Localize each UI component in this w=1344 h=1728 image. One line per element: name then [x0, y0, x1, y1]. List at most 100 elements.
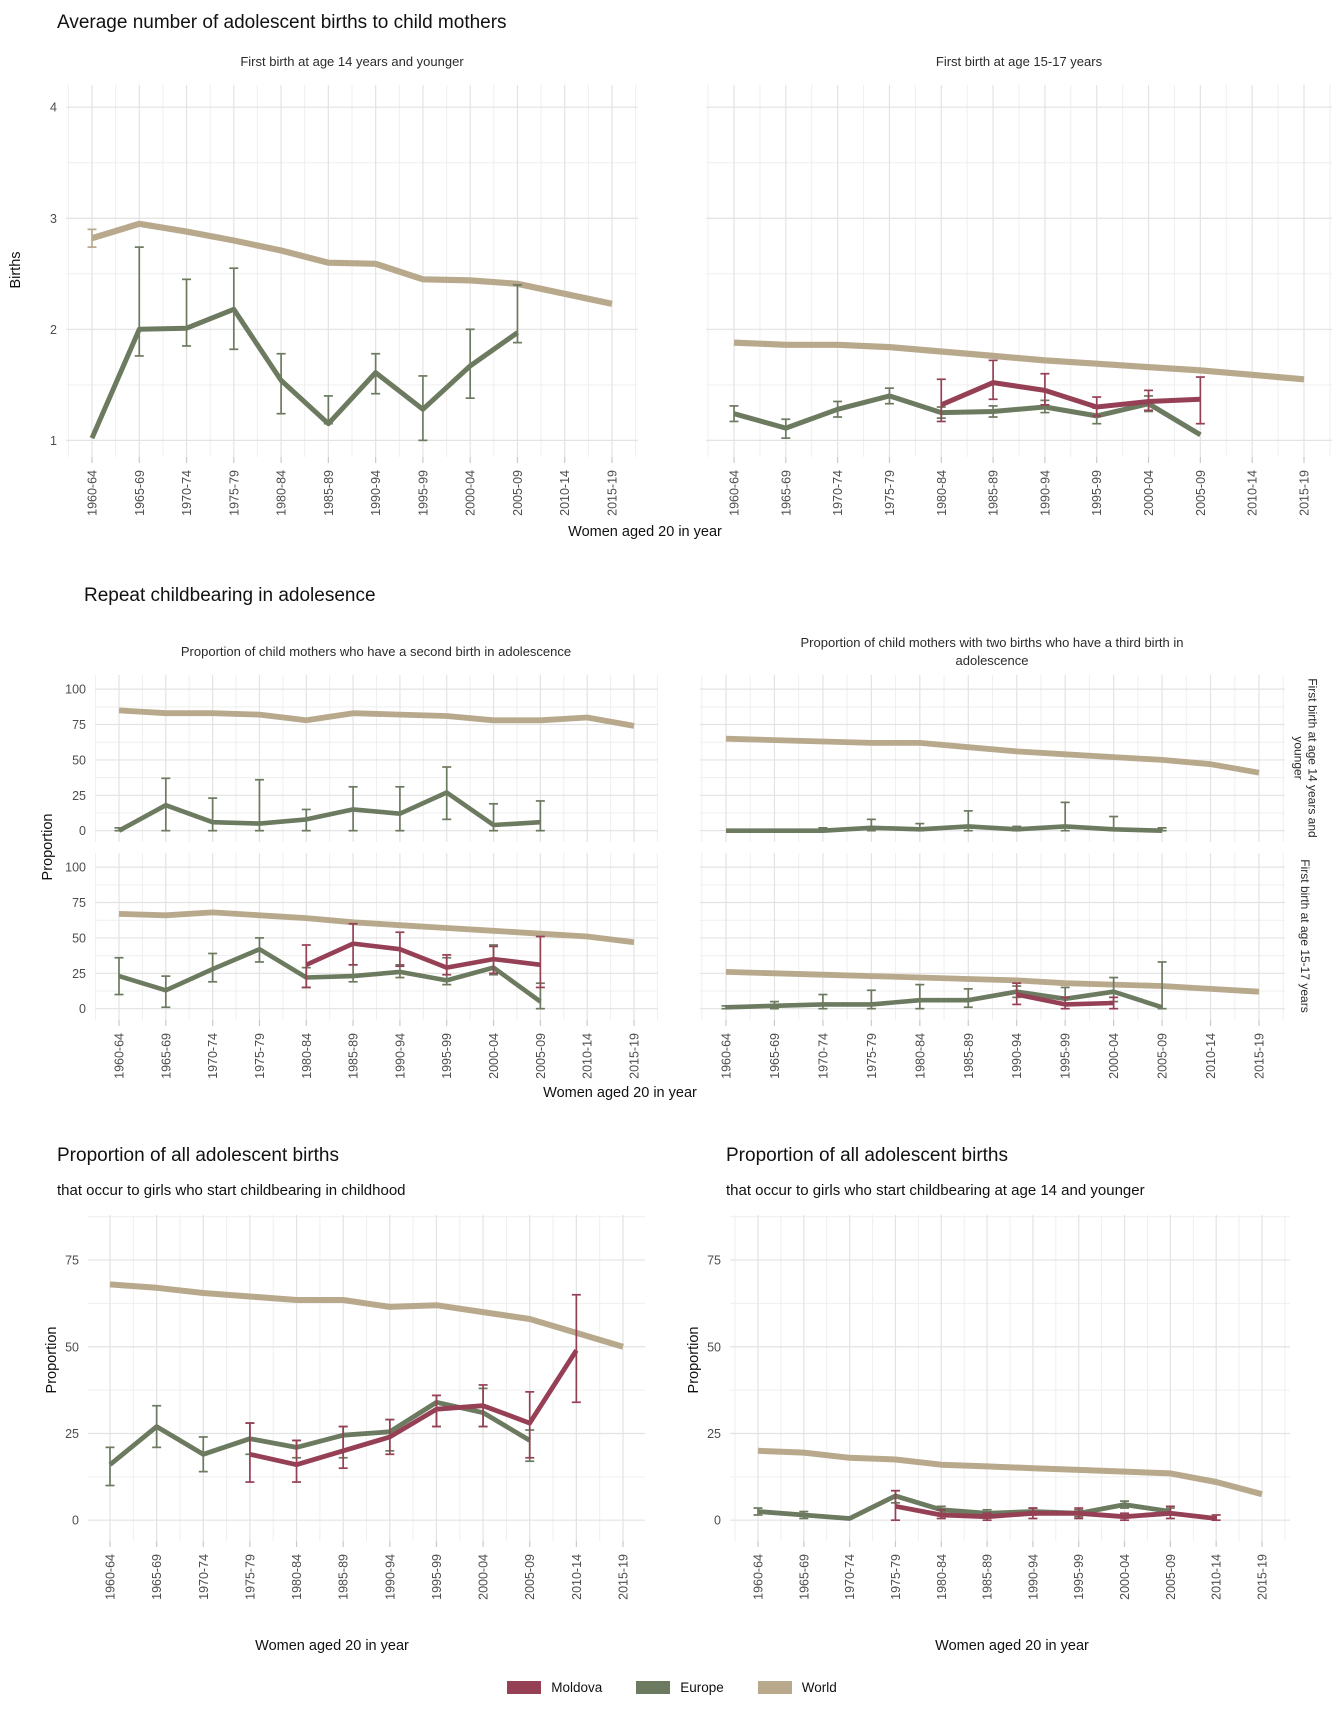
svg-text:1980-84: 1980-84 — [300, 1033, 314, 1079]
svg-text:25: 25 — [65, 1427, 79, 1441]
svg-text:1975-79: 1975-79 — [883, 470, 897, 516]
svg-text:1965-69: 1965-69 — [768, 1033, 782, 1079]
svg-text:1970-74: 1970-74 — [197, 1554, 211, 1600]
svg-text:1990-94: 1990-94 — [383, 1554, 397, 1600]
svg-text:2005-09: 2005-09 — [534, 1033, 548, 1079]
svg-text:1995-99: 1995-99 — [416, 470, 430, 516]
svg-text:1960-64: 1960-64 — [752, 1554, 766, 1600]
svg-text:2010-14: 2010-14 — [1204, 1033, 1218, 1079]
svg-text:1975-79: 1975-79 — [227, 470, 241, 516]
svg-text:1995-99: 1995-99 — [1090, 470, 1104, 516]
facet-strip-first-birth-15-17: First birth at age 15-17 years — [1298, 859, 1313, 1013]
svg-text:1990-94: 1990-94 — [1038, 470, 1052, 516]
svg-text:2010-14: 2010-14 — [581, 1033, 595, 1079]
svg-text:2000-04: 2000-04 — [464, 470, 478, 516]
svg-text:0: 0 — [72, 1514, 79, 1528]
svg-text:50: 50 — [707, 1340, 721, 1354]
svg-text:2: 2 — [50, 323, 57, 337]
legend-item-world: World — [757, 1680, 837, 1695]
legend-label-europe: Europe — [680, 1680, 724, 1695]
svg-text:50: 50 — [72, 931, 86, 945]
svg-text:1960-64: 1960-64 — [104, 1554, 118, 1600]
legend-swatch-europe — [636, 1681, 671, 1694]
svg-text:2000-04: 2000-04 — [1118, 1554, 1132, 1600]
svg-text:3: 3 — [50, 212, 57, 226]
legend-label-moldova: Moldova — [551, 1680, 603, 1695]
svg-text:4: 4 — [50, 101, 57, 115]
panel-title-first-birth-14: First birth at age 14 years and younger — [240, 54, 464, 69]
svg-text:2005-09: 2005-09 — [1194, 470, 1208, 516]
svg-text:2010-14: 2010-14 — [570, 1554, 584, 1600]
svg-text:75: 75 — [72, 896, 86, 910]
svg-text:2015-19: 2015-19 — [606, 470, 620, 516]
svg-text:2000-04: 2000-04 — [477, 1554, 491, 1600]
svg-text:2000-04: 2000-04 — [487, 1033, 501, 1079]
legend: Moldova Europe World — [0, 1680, 1344, 1695]
svg-text:100: 100 — [65, 861, 86, 875]
svg-text:2005-09: 2005-09 — [1156, 1033, 1170, 1079]
svg-text:0: 0 — [79, 1002, 86, 1016]
svg-text:1990-94: 1990-94 — [1010, 1033, 1024, 1079]
svg-text:1970-74: 1970-74 — [816, 1033, 830, 1079]
svg-text:1995-99: 1995-99 — [430, 1554, 444, 1600]
svg-text:1990-94: 1990-94 — [1026, 1554, 1040, 1600]
share-right-title: Proportion of all adolescent births — [726, 1145, 1008, 1166]
svg-text:2000-04: 2000-04 — [1142, 470, 1156, 516]
svg-text:2015-19: 2015-19 — [1298, 470, 1312, 516]
svg-text:50: 50 — [65, 1340, 79, 1354]
svg-text:1985-89: 1985-89 — [962, 1033, 976, 1079]
svg-text:25: 25 — [707, 1427, 721, 1441]
svg-text:1970-74: 1970-74 — [831, 470, 845, 516]
svg-text:2010-14: 2010-14 — [558, 470, 572, 516]
share-left-title: Proportion of all adolescent births — [57, 1145, 339, 1166]
svg-text:75: 75 — [65, 1254, 79, 1268]
svg-text:1975-79: 1975-79 — [243, 1554, 257, 1600]
svg-text:1985-89: 1985-89 — [322, 470, 336, 516]
svg-text:75: 75 — [707, 1254, 721, 1268]
share-right-y-axis-title: Proportion — [686, 1326, 702, 1394]
svg-text:2015-19: 2015-19 — [1256, 1554, 1270, 1600]
svg-text:1980-84: 1980-84 — [935, 470, 949, 516]
share-right-x-axis-title: Women aged 20 in year — [935, 1638, 1089, 1654]
svg-text:1995-99: 1995-99 — [1059, 1033, 1073, 1079]
svg-text:1970-74: 1970-74 — [843, 1554, 857, 1600]
share-left-y-axis-title: Proportion — [44, 1326, 60, 1394]
svg-text:50: 50 — [72, 753, 86, 767]
share-left-x-axis-title: Women aged 20 in year — [255, 1638, 409, 1654]
svg-text:1965-69: 1965-69 — [133, 470, 147, 516]
svg-text:2005-09: 2005-09 — [511, 470, 525, 516]
svg-text:2000-04: 2000-04 — [1107, 1033, 1121, 1079]
svg-text:2015-19: 2015-19 — [628, 1033, 642, 1079]
svg-text:1970-74: 1970-74 — [180, 470, 194, 516]
svg-text:1990-94: 1990-94 — [393, 1033, 407, 1079]
svg-text:1995-99: 1995-99 — [1072, 1554, 1086, 1600]
births-y-axis-title: Births — [8, 251, 24, 289]
svg-text:1980-84: 1980-84 — [290, 1554, 304, 1600]
share-right-subtitle: that occur to girls who start childbeari… — [726, 1182, 1145, 1199]
svg-text:1960-64: 1960-64 — [113, 1033, 127, 1079]
legend-swatch-moldova — [507, 1681, 542, 1694]
svg-text:0: 0 — [714, 1514, 721, 1528]
svg-text:1985-89: 1985-89 — [347, 1033, 361, 1079]
svg-text:1990-94: 1990-94 — [369, 470, 383, 516]
svg-text:1985-89: 1985-89 — [987, 470, 1001, 516]
svg-text:25: 25 — [72, 967, 86, 981]
svg-text:2010-14: 2010-14 — [1246, 470, 1260, 516]
svg-text:1980-84: 1980-84 — [935, 1554, 949, 1600]
svg-text:1960-64: 1960-64 — [86, 470, 100, 516]
svg-text:1965-69: 1965-69 — [150, 1554, 164, 1600]
svg-text:2010-14: 2010-14 — [1210, 1554, 1224, 1600]
legend-swatch-world — [757, 1681, 792, 1694]
svg-text:1985-89: 1985-89 — [981, 1554, 995, 1600]
svg-text:1960-64: 1960-64 — [720, 1033, 734, 1079]
births-x-axis-title: Women aged 20 in year — [568, 524, 722, 540]
legend-label-world: World — [801, 1680, 837, 1695]
panel-title-first-birth-15-17: First birth at age 15-17 years — [935, 54, 1103, 69]
svg-text:1970-74: 1970-74 — [206, 1033, 220, 1079]
legend-item-moldova: Moldova — [507, 1680, 602, 1695]
section-repeat-title: Repeat childbearing in adolesence — [84, 585, 376, 606]
svg-text:2005-09: 2005-09 — [1164, 1554, 1178, 1600]
svg-text:1980-84: 1980-84 — [913, 1033, 927, 1079]
svg-text:0: 0 — [79, 824, 86, 838]
